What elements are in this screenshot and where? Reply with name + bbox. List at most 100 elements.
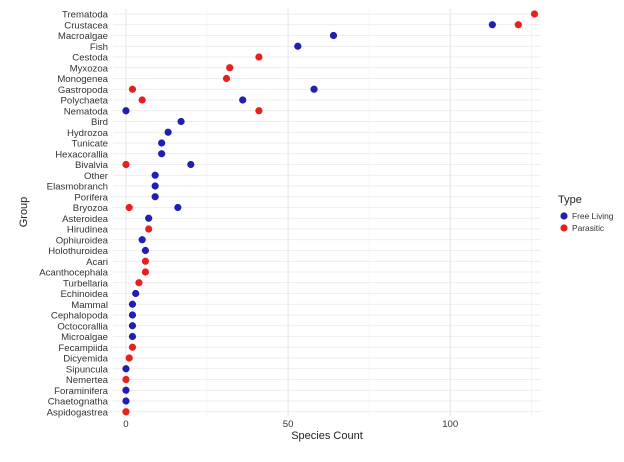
point-free-living-foraminifera [122, 386, 130, 394]
point-free-living-fish [294, 42, 302, 50]
point-parasitic-cestoda [255, 53, 263, 61]
point-parasitic-monogenea [222, 74, 231, 83]
y-tick-label: Ophiuroidea [56, 235, 109, 246]
y-tick-label: Foraminifera [54, 386, 109, 397]
point-parasitic-bivalvia [122, 160, 130, 169]
point-free-living-asteroidea [145, 214, 153, 222]
legend-label: Free Living [572, 211, 614, 221]
legend-items: Free Living Parasitic [560, 211, 614, 233]
y-tick-label: Bryozoa [73, 203, 109, 214]
point-parasitic-polychaeta [138, 96, 146, 104]
point-parasitic-trematoda [530, 10, 539, 18]
y-tick-label: Porifera [74, 192, 108, 203]
point-parasitic-acanthocephala [141, 268, 150, 276]
y-tick-label: Tunicate [72, 139, 108, 150]
point-free-living-mammal [128, 300, 137, 308]
y-tick-label: Octocorallia [57, 321, 108, 332]
point-free-living-gastropoda [310, 85, 318, 93]
x-tick-label: 50 [283, 419, 294, 430]
y-tick-label: Microalgae [61, 332, 108, 343]
y-tick-label: Hexacorallia [55, 149, 108, 160]
point-free-living-porifera [151, 193, 159, 201]
legend-key [560, 212, 568, 220]
y-axis-tick-labels: TrematodaCrustaceaMacroalgaeFishCestodaM… [39, 10, 109, 419]
y-tick-label: Cephalopoda [51, 311, 109, 322]
y-tick-label: Fish [90, 42, 108, 53]
point-free-living-chaetognatha [122, 397, 130, 405]
point-free-living-crustacea [488, 21, 496, 29]
point-free-living-microalgae [128, 332, 137, 341]
y-tick-label: Trematoda [62, 10, 109, 21]
point-parasitic-hirudinea [145, 225, 153, 233]
point-parasitic-bryozoa [125, 203, 133, 212]
legend-title: Type [558, 194, 582, 206]
point-free-living-bryozoa [174, 203, 182, 212]
point-free-living-polychaeta [239, 96, 247, 104]
y-tick-label: Hydrozoa [67, 128, 109, 139]
point-free-living-ophiuroidea [138, 236, 146, 244]
point-free-living-bird [177, 117, 185, 126]
x-axis-title: Species Count [291, 430, 363, 442]
data-points [122, 10, 539, 416]
point-free-living-bivalvia [187, 160, 195, 169]
point-free-living-elasmobranch [151, 182, 159, 190]
y-tick-label: Hirudinea [67, 225, 109, 236]
y-tick-label: Sipuncula [66, 364, 109, 375]
x-tick-label: 0 [123, 419, 128, 430]
y-tick-label: Myxozoa [70, 63, 109, 74]
point-parasitic-fecampiida [128, 343, 137, 351]
point-free-living-echinoidea [132, 289, 140, 298]
y-tick-label: Macroalgae [58, 31, 108, 42]
y-tick-label: Aspidogastrea [47, 407, 109, 418]
point-parasitic-gastropoda [128, 85, 137, 93]
y-tick-label: Holothuroidea [48, 246, 108, 257]
point-parasitic-nemertea [122, 375, 130, 384]
y-tick-label: Nematoda [64, 106, 109, 117]
point-parasitic-crustacea [514, 21, 522, 29]
y-tick-label: Acanthocephala [39, 268, 108, 279]
y-tick-label: Acari [86, 257, 108, 268]
point-free-living-tunicate [158, 139, 166, 147]
point-free-living-sipuncula [122, 365, 130, 373]
y-tick-label: Turbellaria [63, 278, 109, 289]
y-tick-label: Gastropoda [58, 85, 109, 96]
y-tick-label: Mammal [71, 300, 108, 311]
grid-lines [113, 9, 541, 416]
y-tick-label: Chaetognatha [48, 397, 109, 408]
legend: Type Free Living Parasitic [558, 194, 614, 233]
y-tick-label: Asteroidea [62, 214, 109, 225]
y-tick-label: Polychaeta [61, 96, 109, 107]
y-axis-title: Group [18, 197, 30, 228]
point-free-living-other [151, 171, 159, 179]
y-tick-label: Elasmobranch [47, 182, 108, 193]
point-free-living-macroalgae [329, 31, 338, 40]
point-free-living-holothuroidea [141, 246, 150, 255]
point-parasitic-myxozoa [226, 64, 234, 72]
point-parasitic-turbellaria [135, 279, 143, 287]
y-tick-label: Crustacea [64, 20, 108, 31]
point-parasitic-nematoda [255, 107, 263, 115]
y-tick-label: Other [84, 171, 109, 182]
legend-key [560, 224, 568, 232]
y-tick-label: Fecampiida [58, 343, 108, 354]
y-tick-label: Dicyemida [63, 354, 108, 365]
point-free-living-octocorallia [128, 322, 137, 330]
legend-label: Parasitic [572, 223, 604, 233]
point-free-living-nematoda [122, 107, 130, 115]
x-tick-label: 100 [442, 419, 458, 430]
y-tick-label: Echinoidea [61, 289, 109, 300]
y-tick-label: Monogenea [57, 74, 108, 85]
point-free-living-hexacorallia [158, 150, 166, 158]
y-tick-label: Bivalvia [75, 160, 109, 171]
point-free-living-hydrozoa [164, 128, 172, 136]
y-tick-label: Bird [91, 117, 108, 128]
y-tick-label: Nemertea [66, 375, 109, 386]
point-parasitic-acari [141, 257, 150, 265]
point-parasitic-aspidogastrea [122, 408, 130, 416]
y-tick-label: Cestoda [72, 53, 108, 64]
point-free-living-cephalopoda [128, 311, 137, 319]
x-axis-tick-labels: 0 50 100 [123, 419, 458, 430]
